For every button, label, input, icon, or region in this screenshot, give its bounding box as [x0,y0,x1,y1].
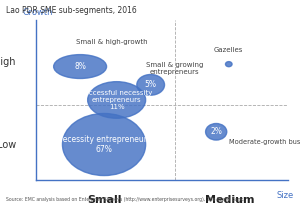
Text: 5%: 5% [145,80,157,89]
Text: Source: EMC analysis based on Enterprise Surveys (http://www.enterprisesurveys.o: Source: EMC analysis based on Enterprise… [6,197,244,202]
Text: Growth: Growth [22,8,53,17]
Text: 2%: 2% [210,127,222,136]
Text: Lao PDR SME sub-segments, 2016: Lao PDR SME sub-segments, 2016 [6,6,137,15]
Text: Small: Small [87,195,121,204]
Text: Gazelles: Gazelles [213,47,243,53]
Text: Moderate-growth businesses: Moderate-growth businesses [229,139,300,145]
Ellipse shape [88,82,146,118]
Text: Size: Size [277,191,294,200]
Text: High: High [0,57,16,67]
Text: Small & high-growth: Small & high-growth [76,39,147,45]
Ellipse shape [206,123,227,140]
Text: Small & growing
entrepreneurs: Small & growing entrepreneurs [146,62,203,75]
Text: Necessity entrepreneurs
67%: Necessity entrepreneurs 67% [57,135,151,154]
Text: Medium: Medium [205,195,255,204]
Ellipse shape [62,113,146,175]
Ellipse shape [226,62,232,67]
Ellipse shape [54,55,106,79]
Text: Successful necessity
entrepreneurs
11%: Successful necessity entrepreneurs 11% [80,90,153,110]
Text: Low: Low [0,140,16,150]
Text: 8%: 8% [74,62,86,71]
Ellipse shape [137,74,164,95]
